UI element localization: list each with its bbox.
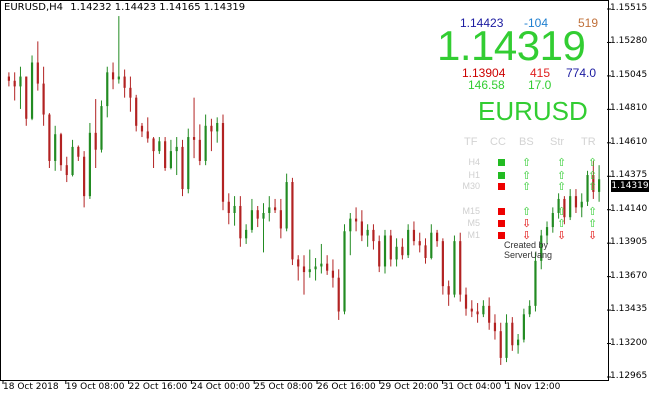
cc-status-square (498, 159, 505, 166)
indicator-credit: Created by ServerUang (504, 240, 553, 260)
panel-symbol: EURUSD (478, 96, 588, 126)
price-axis-label: 1.14140 (610, 203, 648, 214)
price-axis-label: 1.15045 (610, 69, 648, 80)
chart-symbol: EURUSD,H4 (4, 2, 64, 13)
time-axis-label: 29 Oct 20:00 (379, 382, 439, 392)
price-axis-label: 1.13435 (610, 304, 648, 315)
time-axis-label: 22 Oct 16:00 (128, 382, 188, 392)
column-header-str: Str (550, 136, 565, 148)
time-axis-label: 18 Oct 2018 (3, 382, 59, 392)
timeframe-label: M1 (467, 230, 480, 240)
range-value: 146.58 (468, 78, 505, 92)
time-axis-label: 1 Nov 12:00 (505, 382, 561, 392)
chart-header: EURUSD,H4 1.14232 1.14423 1.14165 1.1431… (4, 2, 245, 13)
cc-status-square (498, 208, 505, 215)
low-distance-value: 415 (530, 66, 551, 80)
chart-ohlc: 1.14232 1.14423 1.14165 1.14319 (70, 2, 246, 13)
cc-status-square (498, 232, 505, 239)
cc-status-square (498, 172, 505, 179)
arrow-down-icon: ⇩ (588, 230, 598, 242)
arrow-up-icon: ⇧ (588, 157, 598, 169)
arrow-up-icon: ⇧ (557, 206, 567, 218)
arrow-up-icon: ⇧ (557, 218, 567, 230)
arrow-up-icon: ⇧ (522, 170, 532, 182)
timeframe-label: M30 (462, 181, 480, 191)
column-header-bs: BS (519, 136, 534, 148)
price-axis-label: 1.14610 (610, 136, 648, 147)
price-axis-label: 1.13905 (610, 237, 648, 248)
cc-status-square (498, 183, 505, 190)
spread-value: 17.0 (528, 78, 552, 92)
timeframe-label: H1 (468, 170, 480, 180)
price-axis-label: 1.15515 (610, 3, 648, 13)
cc-status-square (498, 220, 505, 227)
column-header-tf: TF (464, 136, 478, 148)
arrow-up-icon: ⇧ (557, 157, 567, 169)
ask-value: 1.14423 (460, 16, 504, 30)
time-axis-label: 24 Oct 00:00 (191, 382, 251, 392)
arrow-up-icon: ⇧ (588, 181, 598, 193)
arrow-up-icon: ⇧ (588, 218, 598, 230)
change-value: -104 (524, 16, 549, 30)
timeframe-label: M5 (467, 218, 480, 228)
arrow-up-icon: ⇧ (557, 170, 567, 182)
price-axis-label: 1.15280 (610, 36, 648, 47)
arrow-up-icon: ⇧ (557, 181, 567, 193)
timeframe-label: H4 (468, 157, 480, 167)
price-axis-label: 1.14810 (610, 103, 648, 114)
timeframe-label: M15 (462, 206, 480, 216)
price-axis-label: 1.14375 (610, 170, 648, 181)
price-axis-label: 1.13670 (610, 270, 648, 281)
big-price: 1.14319 (437, 22, 586, 69)
price-axis-label: 1.12965 (610, 371, 648, 381)
arrow-up-icon: ⇧ (588, 170, 598, 182)
arrow-up-icon: ⇧ (522, 157, 532, 169)
column-header-tr: TR (581, 136, 596, 148)
high-value: 774.0 (566, 66, 597, 80)
arrow-down-icon: ⇩ (522, 230, 532, 242)
arrow-up-icon: ⇧ (522, 206, 532, 218)
time-axis-label: 26 Oct 16:00 (317, 382, 376, 392)
column-header-cc: CC (490, 136, 506, 148)
arrow-down-icon: ⇩ (522, 218, 532, 230)
time-axis-label: 31 Oct 04:00 (442, 382, 502, 392)
current-price-marker: 1.14319 (611, 180, 649, 192)
arrow-down-icon: ⇩ (557, 230, 567, 242)
arrow-up-icon: ⇧ (522, 181, 532, 193)
time-axis-label: 19 Oct 08:00 (65, 382, 125, 392)
price-axis-label: 1.13200 (610, 337, 648, 348)
low-value: 1.13904 (462, 66, 506, 80)
time-axis-label: 25 Oct 08:00 (254, 382, 313, 392)
arrow-up-icon: ⇧ (588, 206, 598, 218)
spread-pips-value: 519 (578, 16, 599, 30)
